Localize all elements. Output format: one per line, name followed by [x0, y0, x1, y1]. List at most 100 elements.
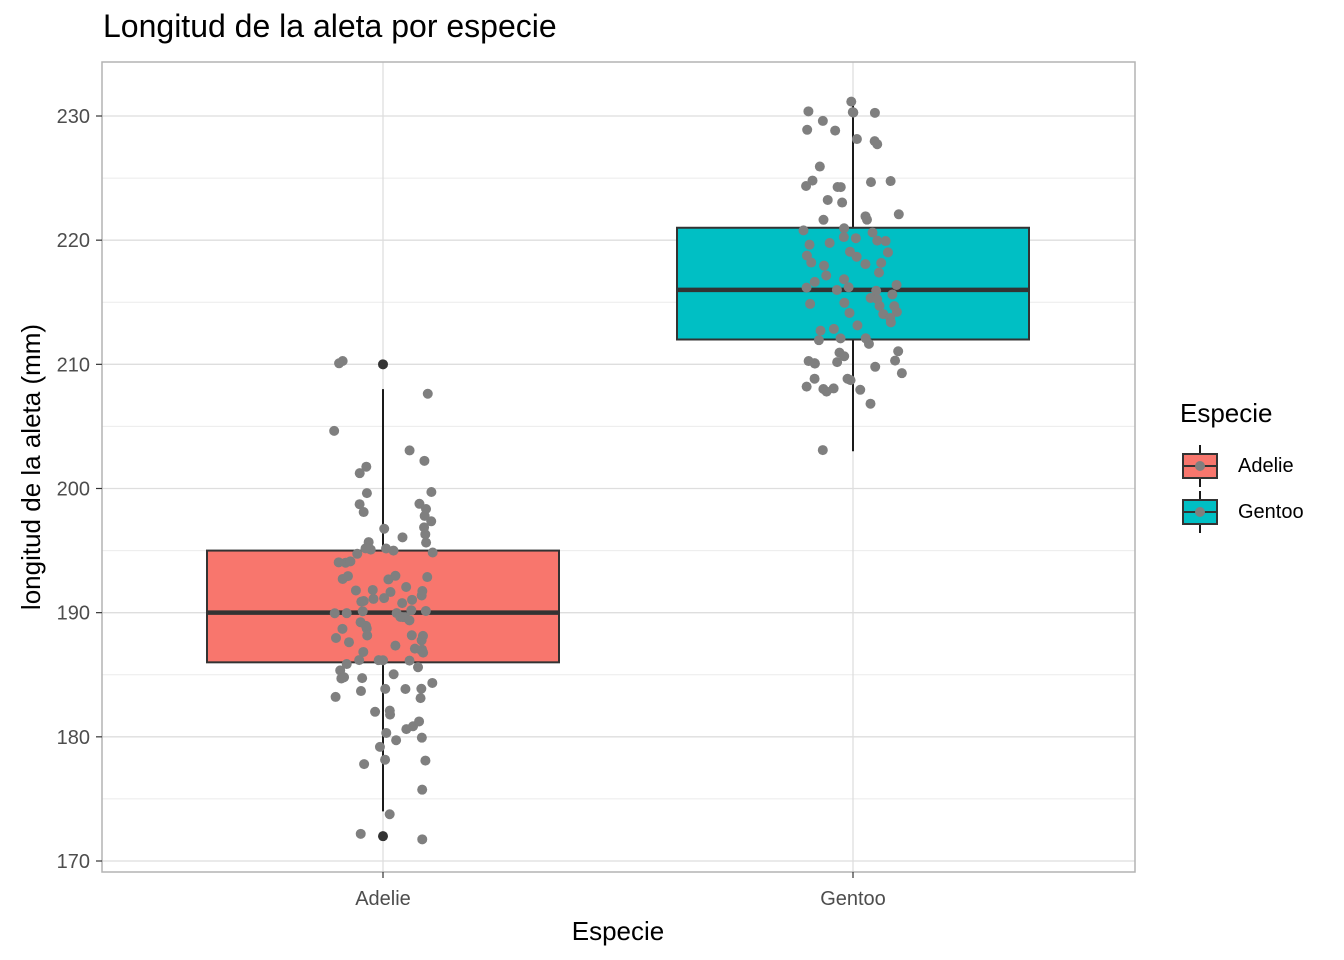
data-point: [887, 289, 898, 300]
data-point: [361, 461, 372, 472]
legend-label-gentoo: Gentoo: [1238, 500, 1304, 523]
legend-item-adelie: Adelie: [1180, 443, 1304, 489]
data-point: [341, 608, 352, 619]
data-point: [804, 239, 815, 250]
legend-label-adelie: Adelie: [1238, 454, 1294, 477]
data-point: [880, 236, 891, 247]
y-tick-label: 190: [57, 603, 90, 625]
data-point: [354, 468, 365, 479]
data-point: [388, 669, 399, 680]
data-point: [893, 209, 904, 220]
data-point: [404, 445, 415, 456]
data-point: [404, 655, 415, 666]
data-point: [882, 247, 893, 258]
data-point: [890, 355, 901, 366]
data-point: [397, 532, 408, 543]
data-point: [865, 177, 876, 188]
y-tick-label: 230: [57, 106, 90, 128]
data-point: [845, 375, 856, 386]
outlier-point: [378, 359, 388, 370]
data-point: [835, 333, 846, 344]
panel-border: [101, 61, 1136, 873]
data-point: [354, 655, 365, 666]
data-point: [420, 529, 431, 540]
data-point: [334, 358, 345, 369]
data-point: [798, 225, 809, 236]
data-point: [337, 623, 348, 634]
data-point: [357, 673, 368, 684]
data-point: [416, 635, 427, 646]
data-point: [822, 194, 833, 205]
data-point: [407, 594, 418, 605]
data-point: [885, 317, 896, 328]
data-point: [426, 516, 437, 527]
data-point: [384, 809, 395, 820]
data-point: [801, 381, 812, 392]
data-point: [421, 504, 432, 515]
data-point: [831, 284, 842, 295]
data-point: [370, 706, 381, 717]
data-point: [416, 590, 427, 601]
data-point: [343, 637, 354, 648]
data-point: [358, 507, 369, 518]
data-point: [893, 346, 904, 357]
data-point: [846, 96, 857, 107]
data-point: [860, 259, 871, 270]
box-gentoo: [676, 226, 1030, 341]
data-point: [813, 335, 824, 346]
data-point: [355, 686, 366, 697]
data-point: [832, 357, 843, 368]
y-axis-title: longitud de la aleta (mm): [16, 324, 46, 610]
data-point: [869, 136, 880, 147]
data-point: [850, 233, 861, 244]
data-point: [418, 647, 429, 658]
data-point: [397, 598, 408, 609]
data-point: [803, 106, 814, 117]
data-point: [844, 246, 855, 257]
data-point: [848, 107, 859, 118]
data-point: [832, 182, 843, 193]
legend-key-gentoo: [1182, 491, 1218, 533]
data-point: [352, 548, 363, 559]
data-point: [427, 547, 438, 558]
legend: Especie Adelie Gentoo: [1180, 398, 1304, 535]
x-tick-label: Gentoo: [820, 888, 886, 910]
point-layer: [329, 96, 907, 845]
data-point: [383, 574, 394, 585]
data-point: [415, 693, 426, 704]
data-point: [855, 384, 866, 395]
data-point: [860, 333, 871, 344]
data-point: [350, 585, 361, 596]
data-point: [391, 735, 402, 746]
data-point: [358, 646, 369, 657]
legend-title: Especie: [1180, 398, 1273, 428]
data-point: [422, 388, 433, 399]
data-point: [416, 732, 427, 743]
data-point: [330, 691, 341, 702]
data-point: [809, 276, 820, 287]
data-point: [421, 537, 432, 548]
data-point: [374, 741, 385, 752]
data-point: [360, 543, 371, 554]
data-point: [839, 223, 850, 234]
data-point: [355, 617, 366, 628]
outlier-point: [378, 831, 388, 842]
legend-key-point: [1195, 461, 1205, 471]
data-point: [876, 257, 887, 268]
data-point: [368, 593, 379, 604]
data-point: [356, 596, 367, 607]
data-point: [339, 672, 350, 683]
data-point: [873, 267, 884, 278]
data-point: [870, 361, 881, 372]
data-point: [367, 584, 378, 595]
data-point: [362, 630, 373, 641]
data-point: [359, 759, 370, 770]
data-point: [416, 683, 427, 694]
data-point: [817, 115, 828, 126]
data-point: [406, 605, 417, 616]
y-tick-label: 210: [57, 354, 90, 376]
y-tick-label: 220: [57, 230, 90, 252]
grid-layer: [102, 62, 1135, 872]
data-point: [844, 307, 855, 318]
